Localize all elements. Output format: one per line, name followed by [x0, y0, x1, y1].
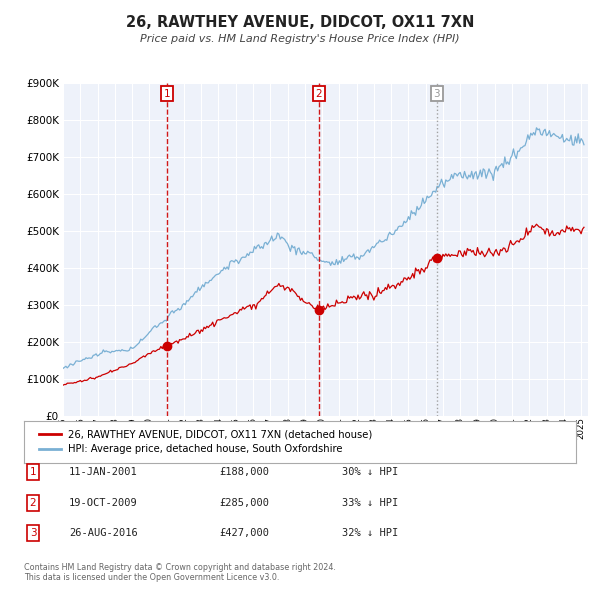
Text: 19-OCT-2009: 19-OCT-2009 [69, 498, 138, 507]
Text: 11-JAN-2001: 11-JAN-2001 [69, 467, 138, 477]
Text: 30% ↓ HPI: 30% ↓ HPI [342, 467, 398, 477]
Text: £285,000: £285,000 [219, 498, 269, 507]
Text: Contains HM Land Registry data © Crown copyright and database right 2024.
This d: Contains HM Land Registry data © Crown c… [24, 563, 336, 582]
Text: 32% ↓ HPI: 32% ↓ HPI [342, 529, 398, 538]
Text: 1: 1 [29, 467, 37, 477]
Text: 3: 3 [434, 88, 440, 99]
Text: 33% ↓ HPI: 33% ↓ HPI [342, 498, 398, 507]
Text: Price paid vs. HM Land Registry's House Price Index (HPI): Price paid vs. HM Land Registry's House … [140, 34, 460, 44]
Text: 1: 1 [164, 88, 170, 99]
Legend: 26, RAWTHEY AVENUE, DIDCOT, OX11 7XN (detached house), HPI: Average price, detac: 26, RAWTHEY AVENUE, DIDCOT, OX11 7XN (de… [35, 425, 376, 458]
Text: £427,000: £427,000 [219, 529, 269, 538]
Text: £188,000: £188,000 [219, 467, 269, 477]
Text: 26-AUG-2016: 26-AUG-2016 [69, 529, 138, 538]
Text: 2: 2 [315, 88, 322, 99]
Text: 3: 3 [29, 529, 37, 538]
Text: 2: 2 [29, 498, 37, 507]
Text: 26, RAWTHEY AVENUE, DIDCOT, OX11 7XN: 26, RAWTHEY AVENUE, DIDCOT, OX11 7XN [126, 15, 474, 30]
